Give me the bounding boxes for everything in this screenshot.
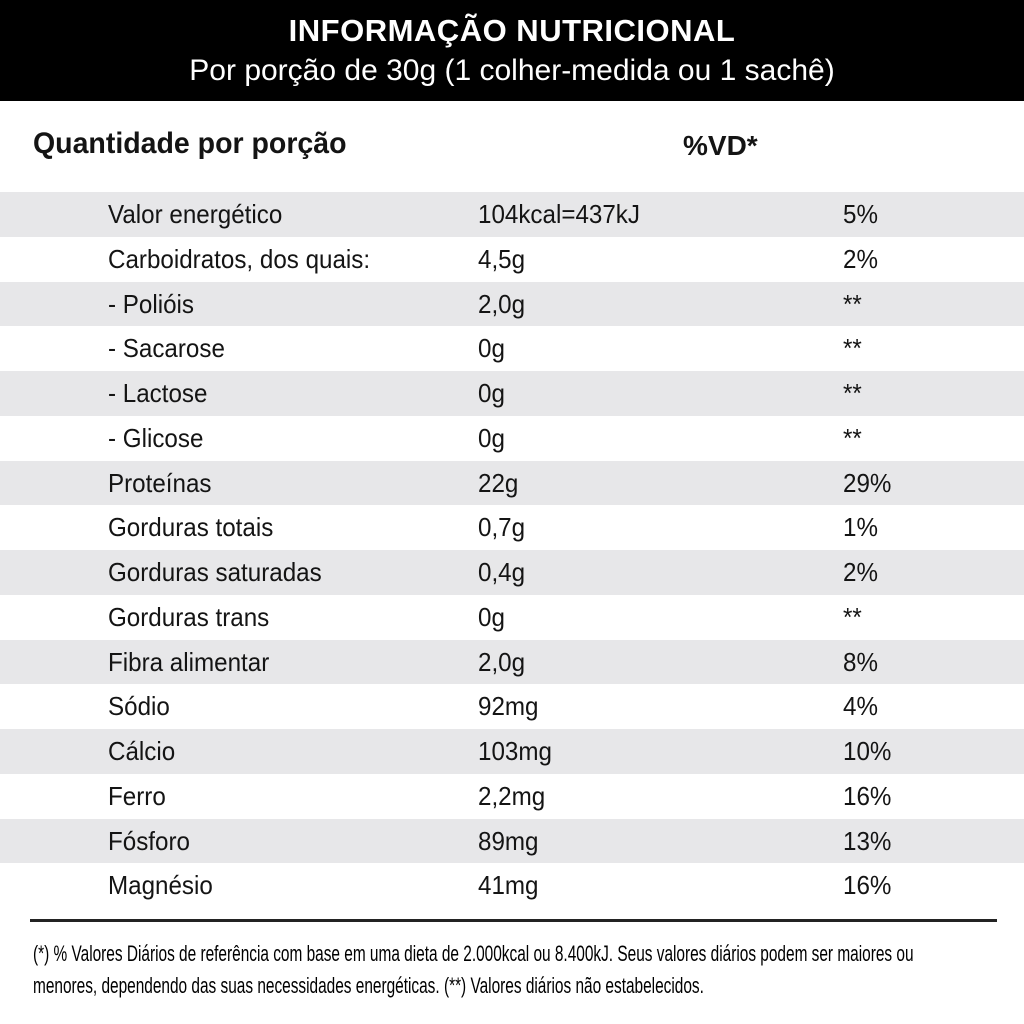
table-row: Fibra alimentar 2,0g 8% (0, 639, 1024, 685)
table-row: Gorduras trans 0g ** (0, 594, 1024, 640)
nutrient-label: - Lactose (108, 378, 208, 408)
table-row: Carboidratos, dos quais: 4,5g 2% (0, 236, 1024, 282)
nutrient-label: Valor energético (108, 199, 283, 229)
page-title: INFORMAÇÃO NUTRICIONAL (288, 13, 736, 48)
nutrient-label: Fibra alimentar (108, 646, 270, 677)
nutrient-value: 0g (478, 333, 505, 364)
table-row: Gorduras saturadas 0,4g 2% (0, 550, 1024, 595)
table-row: Sódio 92mg 4% (0, 684, 1024, 729)
footnote-divider (30, 919, 997, 922)
nutrient-label: Sódio (108, 691, 170, 722)
nutrient-value: 22g (478, 467, 519, 498)
nutrient-label: Proteínas (108, 467, 212, 498)
nutrient-label: Ferro (108, 780, 166, 811)
column-header-band: Quantidade por porção %VD* (0, 101, 1024, 192)
nutrient-label: Gorduras saturadas (108, 557, 322, 587)
nutrient-daily-value: 29% (843, 467, 892, 498)
nutrition-label-header: INFORMAÇÃO NUTRICIONAL Por porção de 30g… (0, 0, 1024, 101)
nutrient-daily-value: 16% (843, 780, 892, 811)
table-row: - Sacarose 0g ** (0, 326, 1024, 371)
nutrition-table: Valor energético 104kcal=437kJ 5% Carboi… (0, 192, 1024, 908)
table-row: Fósforo 89mg 13% (0, 818, 1024, 864)
nutrient-value: 0g (478, 422, 505, 453)
nutrient-value: 0g (478, 378, 505, 408)
nutrient-label: Cálcio (108, 736, 176, 766)
nutrient-daily-value: 1% (843, 512, 878, 543)
nutrient-value: 103mg (478, 736, 552, 766)
nutrient-label: Gorduras trans (108, 601, 270, 632)
nutrient-label: Fósforo (108, 825, 190, 856)
nutrient-daily-value: 4% (843, 691, 878, 722)
footnote-line-1: (*) % Valores Diários de referência com … (33, 941, 914, 966)
nutrient-daily-value: ** (843, 288, 862, 319)
nutrient-label: - Sacarose (108, 333, 225, 364)
nutrient-value: 2,0g (478, 646, 526, 677)
nutrient-value: 41mg (478, 870, 539, 901)
table-row: - Polióis 2,0g ** (0, 281, 1024, 327)
nutrient-value: 4,5g (478, 243, 526, 274)
nutrient-value: 104kcal=437kJ (478, 199, 640, 229)
nutrient-daily-value: ** (843, 333, 862, 364)
nutrient-daily-value: 8% (843, 646, 878, 677)
nutrient-value: 0,4g (478, 557, 526, 587)
nutrient-label: - Glicose (108, 422, 204, 453)
nutrient-label: Magnésio (108, 870, 213, 901)
footnote: (*) % Valores Diários de referência com … (33, 938, 1023, 1002)
table-row: - Lactose 0g ** (0, 371, 1024, 416)
nutrient-label: Carboidratos, dos quais: (108, 243, 371, 274)
serving-size-subtitle: Por porção de 30g (1 colher-medida ou 1 … (189, 54, 835, 87)
nutrient-daily-value: 5% (843, 199, 878, 229)
nutrient-daily-value: 10% (843, 736, 892, 766)
nutrient-daily-value: ** (843, 378, 862, 408)
nutrient-label: - Polióis (108, 288, 195, 319)
table-row: Cálcio 103mg 10% (0, 729, 1024, 774)
nutrient-value: 0g (478, 601, 505, 632)
footnote-line-2: menores, dependendo das suas necessidade… (33, 973, 704, 998)
nutrient-value: 89mg (478, 825, 539, 856)
table-row: Gorduras totais 0,7g 1% (0, 505, 1024, 550)
nutrient-daily-value: 2% (843, 243, 878, 274)
daily-value-header: %VD* (683, 130, 758, 161)
nutrient-daily-value: 2% (843, 557, 878, 587)
table-row: Proteínas 22g 29% (0, 460, 1024, 506)
nutrient-value: 2,2mg (478, 780, 546, 811)
nutrient-daily-value: 16% (843, 870, 892, 901)
table-row: Ferro 2,2mg 16% (0, 773, 1024, 819)
table-row: - Glicose 0g ** (0, 415, 1024, 461)
nutrient-value: 2,0g (478, 288, 526, 319)
amount-per-serving-header: Quantidade por porção (33, 127, 347, 160)
table-row: Magnésio 41mg 16% (0, 863, 1024, 908)
nutrient-label: Gorduras totais (108, 512, 274, 543)
nutrient-value: 0,7g (478, 512, 526, 543)
table-row: Valor energético 104kcal=437kJ 5% (0, 192, 1024, 237)
nutrient-value: 92mg (478, 691, 539, 722)
nutrient-daily-value: 13% (843, 825, 892, 856)
nutrient-daily-value: ** (843, 601, 862, 632)
nutrient-daily-value: ** (843, 422, 862, 453)
